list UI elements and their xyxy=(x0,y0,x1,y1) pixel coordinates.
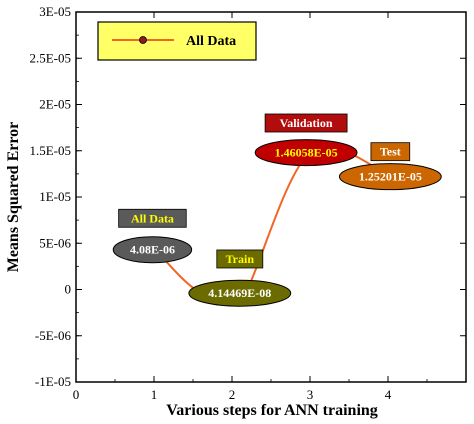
y-tick-label: 1E-05 xyxy=(39,189,71,204)
annotation-value: 1.25201E-05 xyxy=(359,170,422,184)
annotation-label-box xyxy=(118,208,187,228)
annotation-label: Train xyxy=(226,252,255,266)
annotation-label-box xyxy=(264,113,348,133)
annotations-layer: All Data 4.08E-06 Train 4.14469E-08 Validati… xyxy=(112,113,442,307)
legend-label: All Data xyxy=(186,34,236,49)
x-tick-label: 3 xyxy=(307,387,314,402)
y-tick-label: -1E-05 xyxy=(35,374,71,389)
plot-frame xyxy=(75,11,467,383)
annotation-label-box xyxy=(216,249,264,269)
y-tick-label: 5E-06 xyxy=(39,235,71,250)
annotation-value: 1.46058E-05 xyxy=(275,146,338,160)
annotation-value-ellipse xyxy=(338,163,442,191)
y-tick-label: 2.5E-05 xyxy=(29,50,71,65)
y-axis-ticks: -1E-05 -5E-06 0 5E-06 1E-05 1.5E-05 2E-05 2.5E-… xyxy=(29,4,466,389)
annotation-value-ellipse xyxy=(112,236,193,264)
x-axis-ticks: 0 1 2 3 4 xyxy=(73,12,428,402)
y-tick-label: 1.5E-05 xyxy=(29,143,71,158)
annotation-label: All Data xyxy=(131,211,174,225)
y-tick-label: 3E-05 xyxy=(39,4,71,19)
y-tick-label: 2E-05 xyxy=(39,97,71,112)
legend-marker xyxy=(139,36,147,44)
x-axis-label: Various steps for ANN training xyxy=(166,402,378,419)
y-axis-label: Means Squared Error xyxy=(5,122,22,273)
annotation-label: Test xyxy=(380,145,401,159)
annotation-value: 4.14469E-08 xyxy=(208,286,271,300)
x-tick-label: 4 xyxy=(385,387,392,402)
annotation-value-ellipse xyxy=(254,139,358,167)
x-tick-label: 1 xyxy=(151,387,158,402)
annotation-label-box xyxy=(370,142,411,162)
legend: All Data xyxy=(97,21,257,61)
y-tick-label: 0 xyxy=(65,282,72,297)
x-tick-label: 0 xyxy=(73,387,80,402)
annotation-value-ellipse xyxy=(188,279,292,307)
annotation-label: Validation xyxy=(280,116,333,130)
x-tick-label: 2 xyxy=(229,387,236,402)
y-tick-label: -5E-06 xyxy=(35,328,72,343)
annotation-value: 4.08E-06 xyxy=(130,243,175,257)
